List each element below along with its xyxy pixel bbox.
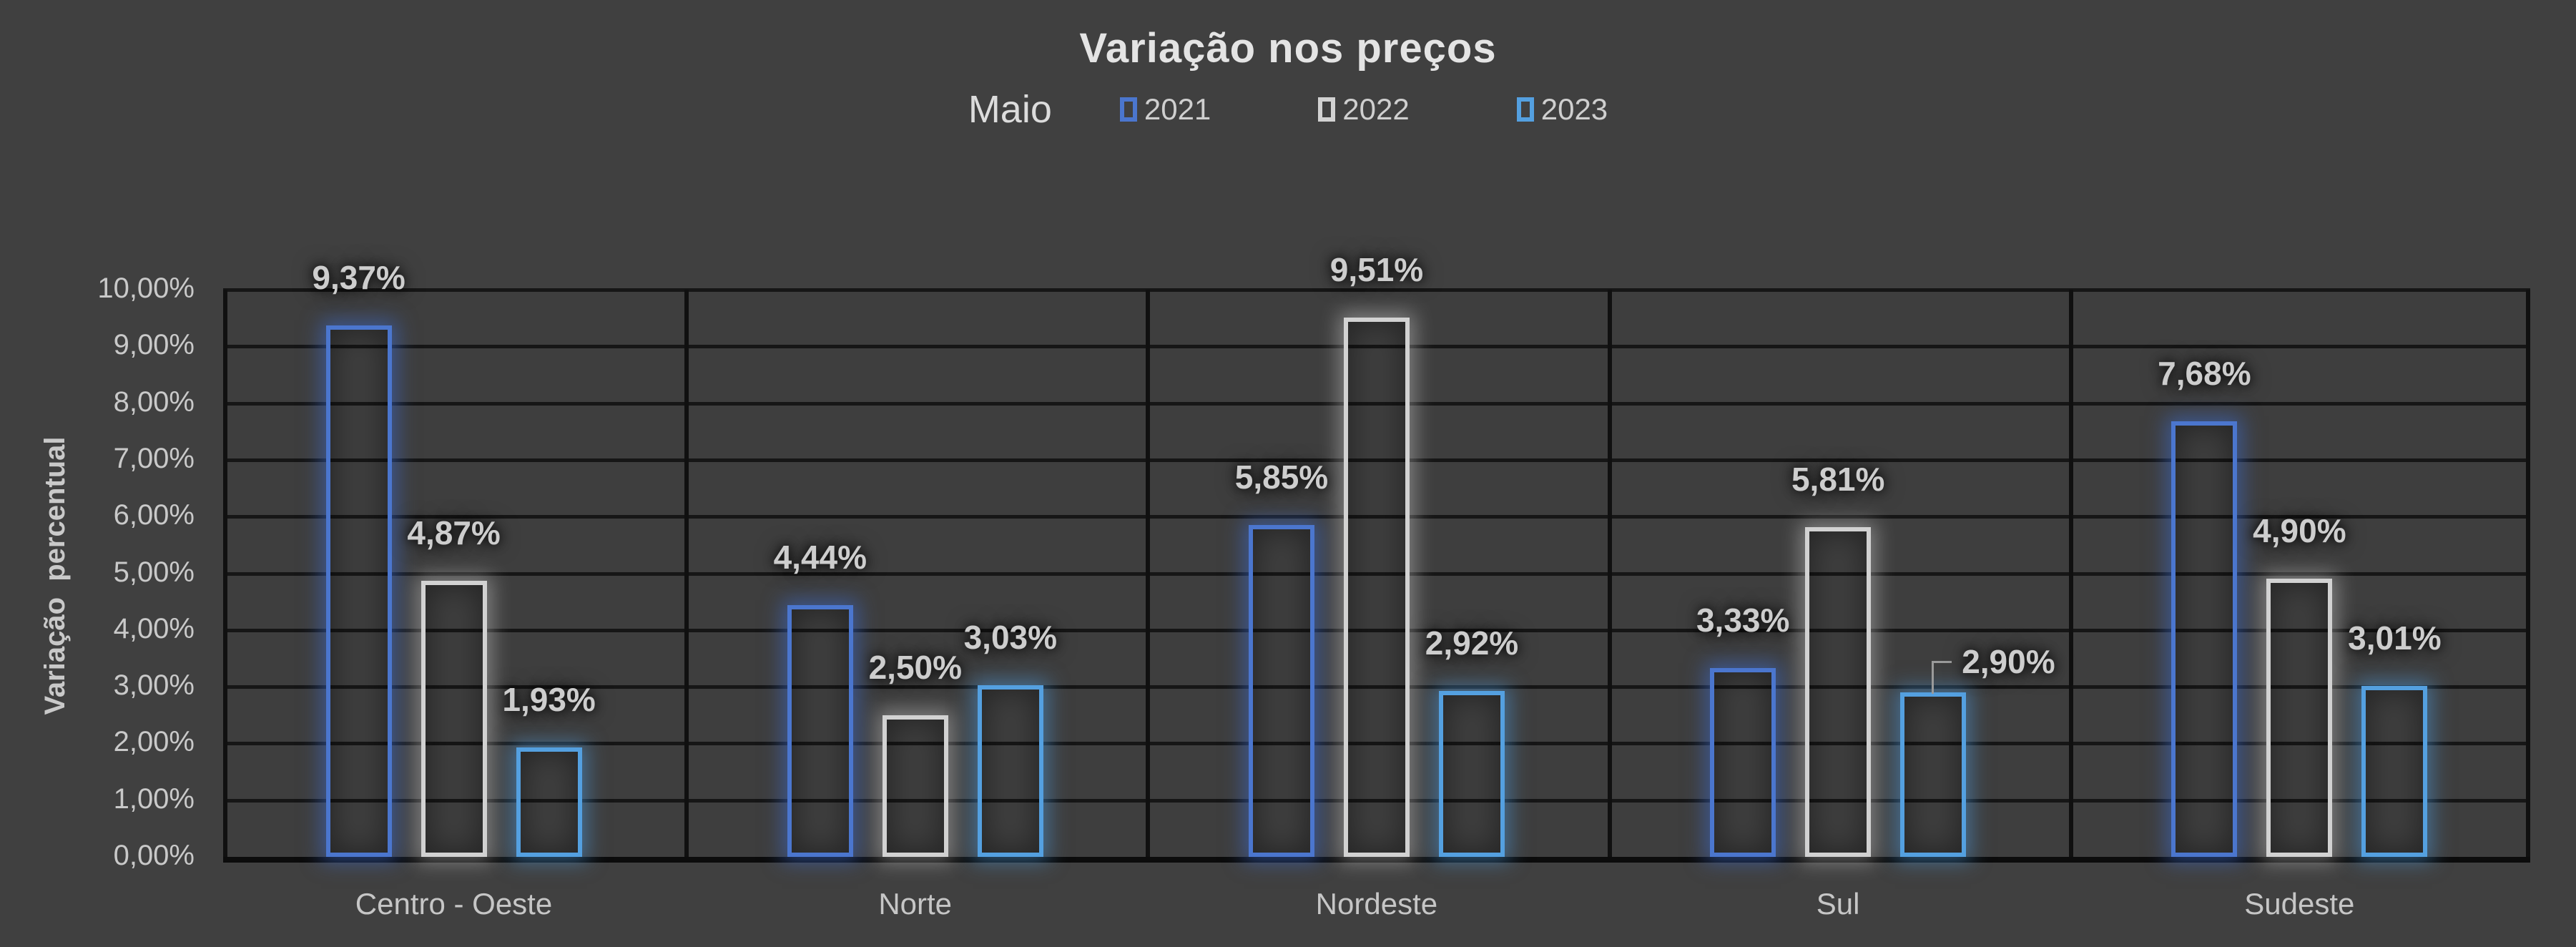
category-label-centro-oeste: Centro - Oeste xyxy=(355,887,553,921)
legend-item-label: 2023 xyxy=(1540,92,1608,126)
bar-2022-norte[interactable] xyxy=(882,715,948,857)
gridline xyxy=(223,458,2530,462)
y-tick-label: 4,00% xyxy=(113,612,195,644)
bar-2022-sul[interactable] xyxy=(1805,527,1872,857)
bar-2023-sudeste[interactable] xyxy=(2361,686,2428,857)
data-label-2022-sudeste: 4,90% xyxy=(2253,512,2346,550)
bar-2021-norte[interactable] xyxy=(787,604,853,857)
gridline xyxy=(223,515,2530,519)
leader-line xyxy=(1932,661,1952,695)
category-label-norte: Norte xyxy=(878,887,953,921)
bar-2022-nordeste[interactable] xyxy=(1344,317,1410,857)
gridline xyxy=(223,628,2530,632)
legend-item-label: 2022 xyxy=(1342,92,1410,126)
data-label-2021-nordeste: 5,85% xyxy=(1234,458,1329,496)
gridline xyxy=(223,288,2530,292)
y-tick-label: 10,00% xyxy=(97,273,195,304)
plot-area xyxy=(223,288,2530,863)
legend-swatch-icon xyxy=(1119,97,1137,122)
bar-2022-centro-oeste[interactable] xyxy=(421,580,487,857)
data-label-2021-sul: 3,33% xyxy=(1696,601,1790,639)
y-tick-label: 1,00% xyxy=(113,782,195,815)
data-label-2022-norte: 2,50% xyxy=(868,648,963,686)
data-label-2023-norte: 3,03% xyxy=(963,618,1058,656)
gridline xyxy=(223,571,2530,576)
bar-2023-centro-oeste[interactable] xyxy=(516,747,582,857)
legend-item-2021[interactable]: 2021 xyxy=(1119,92,1211,127)
gridline xyxy=(223,685,2530,690)
chart-subtitle-row: Maio 2021 2022 2023 xyxy=(0,87,2576,132)
data-label-2021-sudeste: 7,68% xyxy=(2158,354,2251,392)
x-axis-line xyxy=(223,857,2530,863)
panel-separator xyxy=(684,290,689,857)
gridline xyxy=(223,798,2530,803)
y-tick-label: 7,00% xyxy=(113,442,195,474)
legend-item-2023[interactable]: 2023 xyxy=(1516,92,1608,127)
data-label-2021-norte: 4,44% xyxy=(773,538,867,576)
category-label-nordeste: Nordeste xyxy=(1315,887,1438,921)
chart-title: Variação nos preços xyxy=(1079,25,1497,72)
y-tick-label: 9,00% xyxy=(113,329,195,361)
y-tick-label: 8,00% xyxy=(113,386,195,418)
category-label-sudeste: Sudeste xyxy=(2244,887,2355,921)
chart-subtitle: Maio xyxy=(968,88,1052,131)
legend-item-2022[interactable]: 2022 xyxy=(1318,92,1410,127)
panel-separator xyxy=(2068,290,2073,857)
panel-separator xyxy=(1607,290,1612,857)
y-tick-label: 5,00% xyxy=(113,556,195,588)
y-tick-label: 3,00% xyxy=(113,669,195,702)
bar-2021-centro-oeste[interactable] xyxy=(325,325,392,857)
legend: 2021 2022 2023 xyxy=(1119,92,1608,127)
bar-2021-sudeste[interactable] xyxy=(2171,421,2238,857)
bar-2021-nordeste[interactable] xyxy=(1249,525,1314,857)
bar-2022-sudeste[interactable] xyxy=(2266,579,2333,857)
data-label-2022-sul: 5,81% xyxy=(1791,461,1885,499)
legend-swatch-icon xyxy=(1318,97,1336,122)
gridline xyxy=(223,742,2530,746)
bar-2021-sul[interactable] xyxy=(1710,667,1776,857)
bar-2023-sul[interactable] xyxy=(1900,692,1967,857)
y-tick-label: 6,00% xyxy=(113,499,195,531)
plot-left-border xyxy=(223,290,227,857)
data-label-2023-sul: 2,90% xyxy=(1962,643,2055,681)
data-label-2021-centro-oeste: 9,37% xyxy=(312,258,405,296)
legend-swatch-icon xyxy=(1516,97,1534,122)
data-label-2023-nordeste: 2,92% xyxy=(1425,624,1519,662)
y-tick-label: 2,00% xyxy=(113,726,195,758)
data-label-2022-nordeste: 9,51% xyxy=(1329,250,1424,288)
y-tick-label: 0,00% xyxy=(113,840,195,871)
data-label-2022-centro-oeste: 4,87% xyxy=(407,514,501,551)
data-label-2023-centro-oeste: 1,93% xyxy=(502,680,596,718)
plot-right-border xyxy=(2526,290,2530,857)
gridline xyxy=(223,345,2530,349)
bar-2023-norte[interactable] xyxy=(977,685,1043,857)
bar-2023-nordeste[interactable] xyxy=(1439,691,1505,857)
data-label-2023-sudeste: 3,01% xyxy=(2348,619,2442,657)
legend-item-label: 2021 xyxy=(1144,92,1211,126)
panel-separator xyxy=(1146,290,1151,857)
gridline xyxy=(223,401,2530,406)
category-label-sul: Sul xyxy=(1816,887,1860,921)
